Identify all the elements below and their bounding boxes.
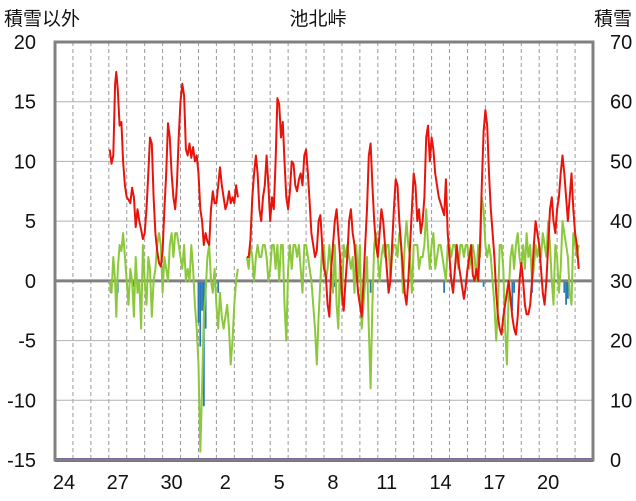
x-tick-label: 14 xyxy=(429,472,451,494)
precip-bar xyxy=(482,280,485,287)
precip-bar xyxy=(201,280,203,311)
plot-frame xyxy=(53,40,595,462)
right-tick-label: 60 xyxy=(610,92,632,114)
x-tick-label: 27 xyxy=(107,472,129,494)
precip-bar xyxy=(333,280,336,287)
x-tick-label: 8 xyxy=(327,472,338,494)
x-tick-label: 20 xyxy=(537,472,559,494)
x-tick-label: 24 xyxy=(53,472,75,494)
left-axis-label: 積雪以外 xyxy=(4,8,80,30)
min-temp-line xyxy=(108,232,239,453)
precip-bar xyxy=(443,280,446,293)
precip-bar xyxy=(513,280,515,293)
left-tick-label: -15 xyxy=(7,450,36,472)
right-tick-label: 0 xyxy=(610,450,621,472)
precip-bar xyxy=(565,280,567,305)
precip-bar xyxy=(563,280,566,293)
precip-bar xyxy=(199,280,202,347)
right-tick-label: 30 xyxy=(610,271,632,293)
right-tick-label: 20 xyxy=(610,331,632,353)
left-tick-label: -10 xyxy=(7,390,36,412)
precip-bar xyxy=(217,280,220,293)
x-tick-label: 5 xyxy=(274,472,285,494)
max-temp-line xyxy=(108,70,239,268)
x-tick-label: 2 xyxy=(220,472,231,494)
precip-bar xyxy=(197,280,200,323)
left-tick-label: 10 xyxy=(14,151,36,173)
max-temp-line xyxy=(246,97,580,336)
precip-bar xyxy=(566,280,569,299)
right-tick-label: 50 xyxy=(610,151,632,173)
right-axis-label: 積雪 xyxy=(594,8,632,30)
right-tick-label: 70 xyxy=(610,32,632,54)
left-tick-label: 5 xyxy=(25,211,36,233)
x-tick-label: 11 xyxy=(376,472,397,494)
left-tick-label: -5 xyxy=(18,331,36,353)
right-axis-ticks: 70 60 50 40 30 20 10 0 xyxy=(610,32,632,472)
min-temp-line xyxy=(245,196,580,390)
right-tick-label: 40 xyxy=(610,211,632,233)
x-tick-label: 17 xyxy=(483,472,505,494)
left-tick-label: 0 xyxy=(25,271,36,293)
left-tick-label: 20 xyxy=(14,32,36,54)
precip-bar xyxy=(369,280,372,293)
x-axis-ticks: 24 27 30 2 5 8 11 14 17 20 xyxy=(53,472,559,494)
x-tick-label: 30 xyxy=(160,472,182,494)
left-axis-ticks: 20 15 10 5 0 -5 -10 -15 xyxy=(7,32,36,472)
right-tick-label: 10 xyxy=(610,390,632,412)
chart-title: 池北峠 xyxy=(289,8,346,30)
left-tick-label: 15 xyxy=(14,92,36,114)
precip-bar xyxy=(511,280,514,311)
